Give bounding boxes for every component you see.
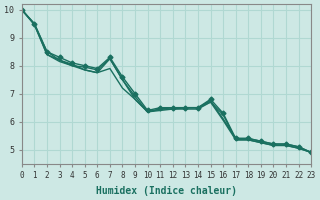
X-axis label: Humidex (Indice chaleur): Humidex (Indice chaleur) [96, 186, 237, 196]
